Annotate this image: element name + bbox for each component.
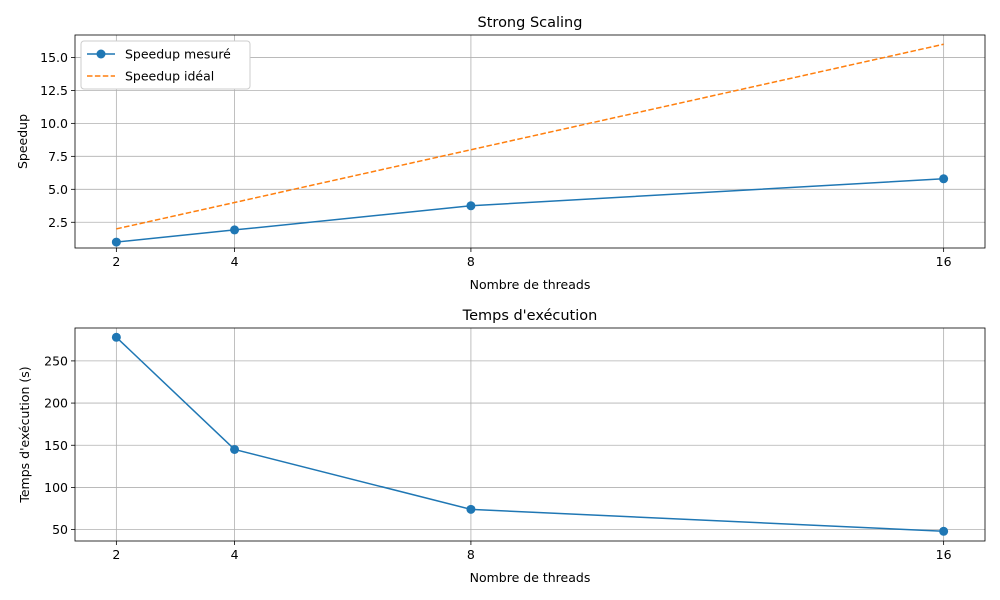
speedup-y-tick-label: 7.5	[48, 149, 68, 164]
execution-time-y-tick-label: 100	[44, 480, 68, 495]
execution-time-data-point	[111, 332, 121, 342]
legend-label-ideal: Speedup idéal	[125, 69, 214, 84]
execution-time-y-axis-label: Temps d'exécution (s)	[17, 366, 32, 503]
speedup-chart-title: Strong Scaling	[478, 15, 583, 31]
speedup-y-tick-label: 12.5	[40, 83, 68, 98]
speedup-series-layer	[111, 43, 949, 247]
speedup-x-ticks: 2 4 8 16	[112, 248, 952, 269]
speedup-y-tick-label: 5.0	[48, 182, 68, 197]
speedup-y-ticks: 2.5 5.0 7.5 10.0 12.5 15.0	[40, 50, 75, 230]
execution-time-x-ticks: 2 4 8 16	[112, 541, 952, 562]
execution-time-subplot: Temps d'exécution 2 4 8 16 50 100 150 200 250 N…	[17, 308, 986, 585]
speedup-series-line-1	[116, 43, 944, 230]
speedup-data-point	[466, 201, 476, 211]
speedup-x-tick-label: 2	[112, 254, 120, 269]
execution-time-x-tick-label: 4	[231, 547, 239, 562]
execution-time-y-ticks: 50 100 150 200 250	[44, 353, 75, 537]
execution-time-x-tick-label: 16	[936, 547, 952, 562]
execution-time-x-tick-label: 8	[467, 547, 475, 562]
speedup-series-line-0	[116, 178, 944, 243]
execution-time-data-point	[466, 504, 476, 514]
legend-marker-measured	[96, 49, 106, 59]
speedup-x-tick-label: 8	[467, 254, 475, 269]
execution-time-data-point	[230, 444, 240, 454]
execution-time-y-tick-label: 250	[44, 353, 68, 368]
speedup-data-point	[939, 174, 949, 184]
speedup-data-point	[111, 237, 121, 247]
speedup-data-point	[230, 225, 240, 235]
speedup-x-tick-label: 16	[936, 254, 952, 269]
legend-label-measured: Speedup mesuré	[125, 47, 231, 62]
speedup-y-tick-label: 2.5	[48, 215, 68, 230]
execution-time-x-tick-label: 2	[112, 547, 120, 562]
legend-frame	[80, 40, 251, 90]
speedup-y-axis-label: Speedup	[15, 114, 30, 169]
speedup-subplot: Strong Scaling 2 4 8 16 2.5 5.0 7.5 10.0 12.5 15…	[15, 15, 986, 292]
execution-time-series-line-0	[115, 336, 944, 533]
execution-time-x-axis-label: Nombre de threads	[470, 570, 591, 585]
speedup-y-tick-label: 10.0	[40, 116, 68, 131]
execution-time-y-tick-label: 150	[44, 438, 68, 453]
speedup-legend: Speedup mesuré Speedup idéal	[80, 40, 251, 90]
speedup-x-axis-label: Nombre de threads	[470, 277, 591, 292]
execution-time-plot-frame	[74, 327, 986, 542]
execution-time-gridlines	[75, 328, 985, 541]
execution-time-y-tick-label: 50	[52, 522, 68, 537]
speedup-y-tick-label: 15.0	[40, 50, 68, 65]
speedup-x-tick-label: 4	[231, 254, 239, 269]
execution-time-y-tick-label: 200	[44, 396, 68, 411]
execution-time-series-layer	[111, 332, 949, 536]
speedup-plot-frame	[74, 34, 986, 249]
speedup-gridlines	[75, 35, 985, 248]
execution-time-data-point	[939, 526, 949, 536]
execution-time-chart-title: Temps d'exécution	[462, 308, 598, 324]
